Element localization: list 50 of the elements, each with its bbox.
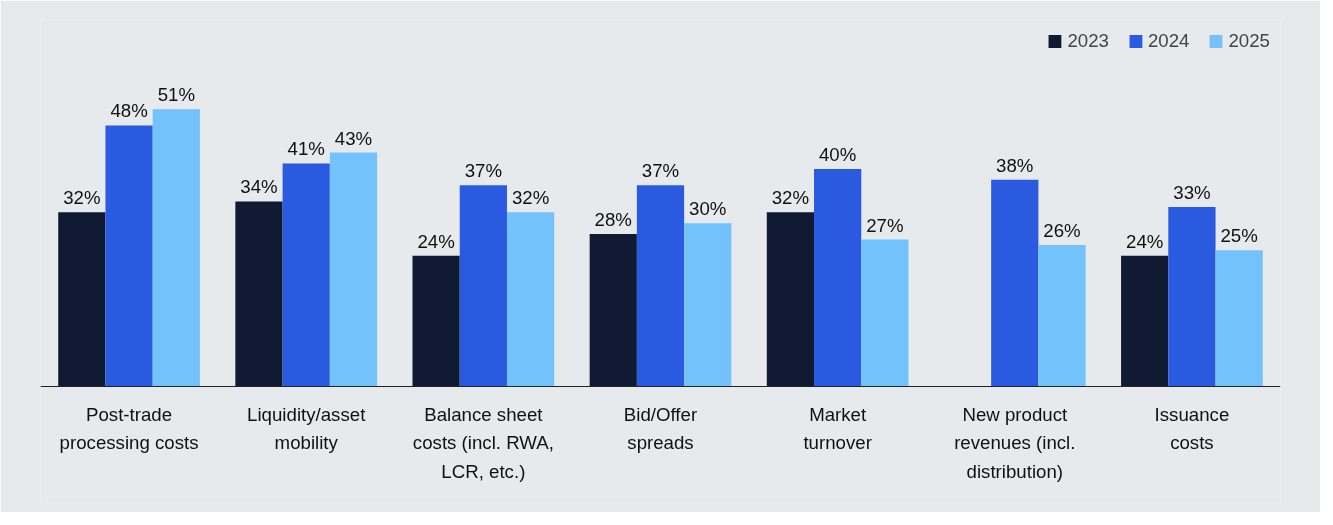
x-tick-label: New product revenues (incl. distribution) [954,404,1076,482]
bar [235,201,283,387]
bar [1121,255,1169,387]
data-label: 51% [157,84,195,106]
bar [1168,206,1216,387]
bar [506,212,555,387]
data-label: 33% [1173,181,1211,203]
bar [814,168,862,387]
data-label: 27% [866,214,904,236]
data-label: 28% [594,209,632,231]
bar [991,179,1039,387]
data-label: 37% [641,160,680,182]
bar [684,223,732,387]
x-tick-label: Liquidity/asset mobility [247,404,367,454]
bar [1215,250,1263,387]
bar [636,185,685,387]
data-label: 48% [110,100,148,122]
data-label: 43% [334,127,373,149]
bar [58,212,106,387]
data-label: 32% [63,187,101,209]
bar [282,163,330,387]
bar [861,239,909,387]
bar [459,185,507,387]
bar [329,152,378,387]
data-label: 30% [689,198,727,220]
data-label: 40% [818,143,857,165]
bar [589,234,637,387]
data-label: 32% [511,187,550,209]
bar [105,125,153,387]
x-tick-label: Issuance costs [1154,404,1230,454]
data-label: 38% [996,154,1034,176]
data-label: 24% [417,230,455,252]
x-tick-label: Market turnover [803,404,872,454]
data-label: 41% [287,138,325,160]
data-label: 24% [1126,230,1164,252]
x-tick-label: Bid/Offer spreads [623,404,698,454]
bar [412,255,460,387]
data-label: 25% [1220,225,1258,247]
legend-label: 2025 [1228,30,1270,52]
legend-label: 2024 [1147,30,1190,52]
bar [766,212,815,387]
data-label: 26% [1043,219,1081,241]
data-label: 37% [464,160,503,182]
x-tick-label: Balance sheet costs (incl. RWA, LCR, etc.) [412,404,554,482]
data-label: 32% [771,187,810,209]
x-tick-label: Post-trade processing costs [59,404,199,454]
legend-label: 2023 [1067,30,1109,52]
bar [152,109,200,387]
data-label: 34% [240,176,278,198]
bar [1038,244,1086,387]
